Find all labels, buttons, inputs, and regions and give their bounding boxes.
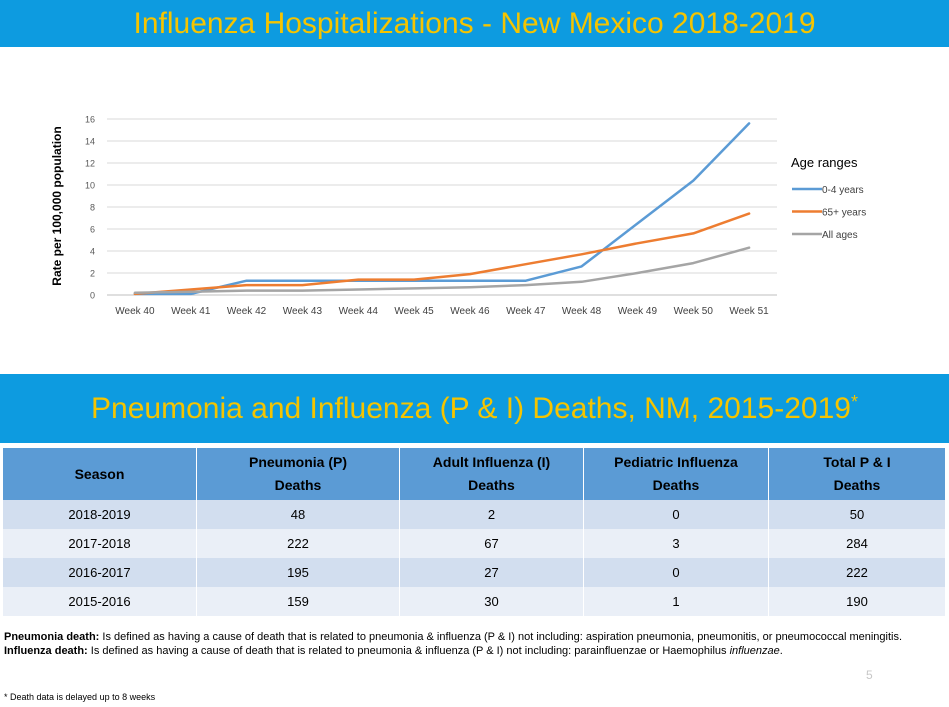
header-total-line2: Deaths xyxy=(833,477,881,493)
deaths-section-title: Pneumonia and Influenza (P & I) Deaths, … xyxy=(91,392,858,426)
y-tick-label: 8 xyxy=(90,203,95,213)
deaths-title-text: Pneumonia and Influenza (P & I) Deaths, … xyxy=(91,391,851,425)
x-tick-label: Week 41 xyxy=(171,306,211,317)
header-adult-line1: Adult Influenza (I) xyxy=(432,454,551,470)
y-tick-label: 14 xyxy=(85,137,95,147)
influenza-definition-text: Is defined as having a cause of death th… xyxy=(87,645,730,657)
header-adult-influenza: Adult Influenza (I) Deaths xyxy=(399,448,584,500)
y-tick-label: 16 xyxy=(85,115,95,125)
header-pediatric-line1: Pediatric Influenza xyxy=(614,454,738,470)
legend-title: Age ranges xyxy=(791,155,858,170)
series-line-3 xyxy=(133,246,751,295)
influenza-definition-italic: influenzae xyxy=(729,645,780,657)
x-tick-label: Week 43 xyxy=(283,306,323,317)
header-pneumonia-line2: Deaths xyxy=(274,477,322,493)
cell-season: 2018-2019 xyxy=(3,500,197,529)
cell-total: 50 xyxy=(768,500,945,529)
definitions-notes: Pneumonia death: Is defined as having a … xyxy=(4,630,934,658)
x-tick-label: Week 48 xyxy=(562,306,602,317)
hospitalization-line-chart: 0 2 4 6 8 10 12 14 16 Week 40 Week 41 Week 42 Week 4… xyxy=(50,115,866,318)
header-season-line1: Season xyxy=(74,465,125,482)
cell-total: 222 xyxy=(768,558,945,587)
cell-adult-influenza: 27 xyxy=(399,558,584,587)
header-pneumonia: Pneumonia (P) Deaths xyxy=(196,448,400,500)
pneumonia-definition-label: Pneumonia death: xyxy=(4,631,100,643)
cell-pneumonia: 48 xyxy=(196,500,400,529)
table-row: 2017-2018 222 67 3 284 xyxy=(3,529,945,558)
page-number: 5 xyxy=(866,668,873,682)
deaths-table: Season Pneumonia (P) Deaths Adult Influen… xyxy=(3,448,945,616)
y-tick-label: 12 xyxy=(85,159,95,169)
title-asterisk: * xyxy=(850,391,858,412)
x-tick-label: Week 49 xyxy=(618,306,658,317)
cell-pediatric-influenza: 0 xyxy=(583,558,769,587)
legend-label-3: All ages xyxy=(822,230,858,241)
table-row: 2018-2019 48 2 0 50 xyxy=(3,500,945,529)
x-tick-label: Week 40 xyxy=(115,306,155,317)
cell-season: 2016-2017 xyxy=(3,558,197,587)
x-tick-label: Week 45 xyxy=(394,306,434,317)
cell-pediatric-influenza: 3 xyxy=(583,529,769,558)
y-tick-label: 4 xyxy=(90,247,95,257)
x-tick-label: Week 42 xyxy=(227,306,267,317)
x-tick-label: Week 47 xyxy=(506,306,546,317)
y-tick-label: 10 xyxy=(85,181,95,191)
series-line-1 xyxy=(133,122,751,296)
cell-adult-influenza: 2 xyxy=(399,500,584,529)
influenza-definition-label: Influenza death: xyxy=(4,645,88,657)
cell-pediatric-influenza: 1 xyxy=(583,587,769,616)
influenza-definition: Influenza death: Is defined as having a … xyxy=(4,644,934,658)
top-title-banner: Influenza Hospitalizations - New Mexico … xyxy=(0,0,949,47)
cell-adult-influenza: 30 xyxy=(399,587,584,616)
x-tick-label: Week 50 xyxy=(674,306,714,317)
cell-total: 284 xyxy=(768,529,945,558)
pneumonia-definition: Pneumonia death: Is defined as having a … xyxy=(4,630,934,644)
deaths-title-banner: Pneumonia and Influenza (P & I) Deaths, … xyxy=(0,374,949,443)
chart-section-title: Influenza Hospitalizations - New Mexico … xyxy=(133,6,816,40)
table-row: 2016-2017 195 27 0 222 xyxy=(3,558,945,587)
header-total-line1: Total P & I xyxy=(823,454,891,470)
y-tick-label: 2 xyxy=(90,269,95,279)
cell-pneumonia: 222 xyxy=(196,529,400,558)
header-total: Total P & I Deaths xyxy=(768,448,945,500)
cell-season: 2017-2018 xyxy=(3,529,197,558)
cell-pneumonia: 159 xyxy=(196,587,400,616)
series-line-2 xyxy=(133,212,751,296)
header-pneumonia-line1: Pneumonia (P) xyxy=(248,454,347,470)
x-tick-label: Week 44 xyxy=(339,306,379,317)
x-tick-label: Week 46 xyxy=(450,306,490,317)
table-row: 2015-2016 159 30 1 190 xyxy=(3,587,945,616)
y-axis-label: Rate per 100,000 population xyxy=(50,126,64,285)
influenza-definition-end: . xyxy=(779,645,783,657)
pneumonia-definition-text: Is defined as having a cause of death th… xyxy=(99,631,903,643)
header-pediatric-influenza: Pediatric Influenza Deaths xyxy=(583,448,769,500)
death-data-delay-note: * Death data is delayed up to 8 weeks xyxy=(4,692,156,702)
legend-label-1: 0-4 years xyxy=(822,185,864,196)
cell-pediatric-influenza: 0 xyxy=(583,500,769,529)
legend-label-2: 65+ years xyxy=(822,208,866,219)
header-season: Season xyxy=(3,448,197,500)
table-header-row: Season Pneumonia (P) Deaths Adult Influen… xyxy=(3,448,945,500)
cell-pneumonia: 195 xyxy=(196,558,400,587)
header-adult-line2: Deaths xyxy=(468,477,515,493)
cell-adult-influenza: 67 xyxy=(399,529,584,558)
header-pediatric-line2: Deaths xyxy=(652,477,700,493)
cell-season: 2015-2016 xyxy=(3,587,197,616)
cell-total: 190 xyxy=(768,587,945,616)
y-tick-label: 6 xyxy=(90,225,95,235)
x-tick-label: Week 51 xyxy=(729,306,769,317)
y-tick-label: 0 xyxy=(90,291,95,301)
